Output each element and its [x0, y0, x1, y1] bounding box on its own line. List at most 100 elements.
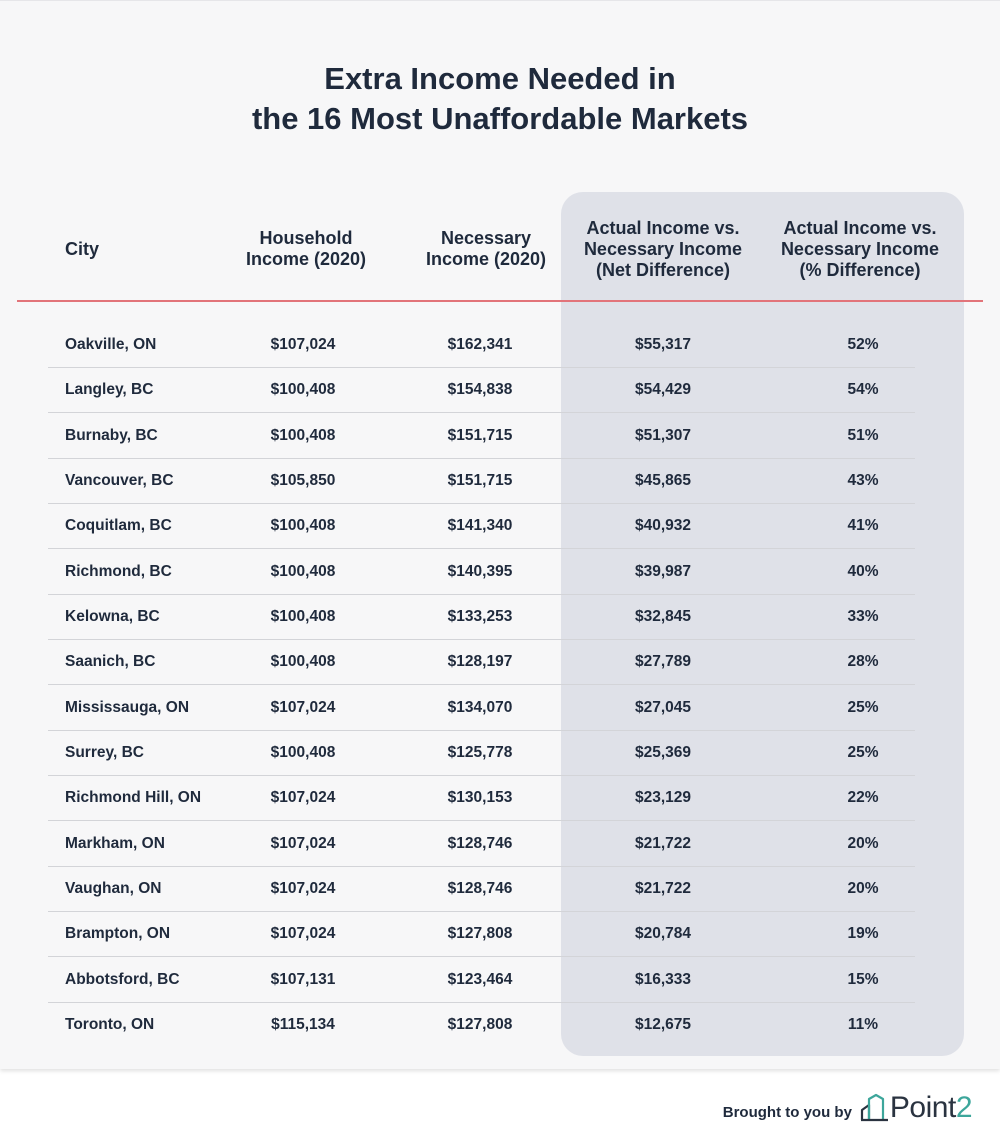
percent-difference-cell: 54%: [847, 381, 879, 399]
table-row: Kelowna, BC $100,408 $133,253 $32,845 33%: [48, 594, 915, 640]
necessary-income-cell: $125,778: [447, 743, 513, 761]
necessary-income-cell: $151,715: [447, 471, 513, 489]
necessary-income-cell: $133,253: [447, 607, 513, 625]
household-income-cell: $100,408: [270, 653, 336, 671]
necessary-income-cell: $140,395: [447, 562, 513, 580]
percent-difference-cell: 40%: [847, 562, 879, 580]
net-difference-cell: $39,987: [634, 562, 692, 580]
header-line: Necessary Income: [780, 238, 940, 259]
household-income-cell: $100,408: [270, 517, 336, 535]
household-income-cell: $100,408: [270, 381, 336, 399]
percent-difference-cell: 22%: [847, 789, 879, 807]
header-line: Household: [259, 228, 353, 248]
table-row: Richmond, BC $100,408 $140,395 $39,987 40%: [48, 549, 915, 595]
header-divider: [17, 300, 983, 302]
necessary-income-cell: $154,838: [447, 381, 513, 399]
brought-to-you-label: Brought to you by: [722, 1103, 852, 1121]
household-income-cell: $105,850: [270, 471, 336, 489]
net-difference-cell: $32,845: [634, 607, 692, 625]
header-line: Income (2020): [245, 249, 367, 269]
necessary-income-cell: $127,808: [447, 925, 513, 943]
header-household-income: Household Income (2020): [206, 228, 406, 270]
city-cell: Brampton, ON: [65, 925, 171, 943]
chart-title-line-1: Extra Income Needed in: [324, 61, 676, 96]
city-cell: Langley, BC: [65, 381, 154, 399]
header-percent-difference: Actual Income vs. Necessary Income (% Diff…: [760, 218, 960, 281]
net-difference-cell: $55,317: [634, 336, 692, 353]
percent-difference-cell: 28%: [847, 653, 879, 671]
table-row: Oakville, ON $107,024 $162,341 $55,317 52%: [48, 322, 915, 368]
percent-difference-cell: 20%: [847, 879, 879, 897]
header-city: City: [65, 239, 99, 260]
percent-difference-cell: 15%: [847, 970, 879, 988]
percent-difference-cell: 11%: [847, 1015, 879, 1033]
net-difference-cell: $25,369: [634, 743, 692, 761]
necessary-income-cell: $141,340: [447, 517, 513, 535]
header-net-difference: Actual Income vs. Necessary Income (Net Di…: [563, 218, 763, 281]
household-income-cell: $107,024: [270, 879, 336, 897]
city-cell: Mississauga, ON: [65, 698, 190, 716]
net-difference-cell: $20,784: [634, 925, 692, 943]
table-row: Saanich, BC $100,408 $128,197 $27,789 28%: [48, 639, 915, 686]
header-necessary-income: Necessary Income (2020): [386, 228, 586, 270]
table-row: Burnaby, BC $100,408 $151,715 $51,307 51%: [48, 413, 915, 459]
infographic-card: Extra Income Needed in the 16 Most Unaff…: [0, 0, 1000, 1056]
household-income-cell: $107,024: [270, 698, 336, 716]
necessary-income-cell: $134,070: [447, 698, 513, 716]
header-line: City: [65, 238, 100, 259]
chart-title: Extra Income Needed in the 16 Most Unaff…: [0, 59, 1000, 139]
city-cell: Coquitlam, BC: [65, 517, 172, 535]
percent-difference-cell: 25%: [847, 743, 879, 761]
city-cell: Vancouver, BC: [65, 471, 174, 489]
table-row: Richmond Hill, ON $107,024 $130,153 $23,129…: [48, 775, 915, 822]
highlight-columns-panel: [561, 192, 964, 1056]
table-row: Langley, BC $100,408 $154,838 $54,429 54%: [48, 367, 915, 414]
net-difference-cell: $45,865: [634, 471, 692, 489]
net-difference-cell: $12,675: [634, 1015, 692, 1033]
city-cell: Vaughan, ON: [65, 879, 162, 897]
necessary-income-cell: $128,197: [447, 653, 513, 671]
logo-word: Point: [889, 1091, 956, 1124]
household-income-cell: $115,134: [271, 1015, 335, 1033]
household-income-cell: $107,024: [270, 789, 336, 807]
city-cell: Burnaby, BC: [65, 426, 158, 444]
net-difference-cell: $21,722: [634, 879, 692, 897]
table-row: Surrey, BC $100,408 $125,778 $25,369 25%: [48, 730, 915, 776]
household-income-cell: $107,024: [270, 336, 336, 353]
household-income-cell: $100,408: [270, 426, 336, 444]
necessary-income-cell: $162,341: [447, 336, 513, 353]
header-line: Necessary Income: [583, 238, 743, 259]
table-row: Coquitlam, BC $100,408 $141,340 $40,932 41%: [48, 503, 915, 550]
household-income-cell: $100,408: [270, 743, 336, 761]
net-difference-cell: $16,333: [634, 970, 692, 988]
household-income-cell: $107,131: [270, 970, 336, 988]
header-line: Actual Income vs.: [586, 217, 740, 238]
header-line: Income (2020): [425, 249, 547, 269]
logo-wordmark: Point2: [889, 1091, 973, 1125]
house-outline-icon: [860, 1093, 888, 1122]
percent-difference-cell: 41%: [847, 517, 879, 535]
table-row: Vaughan, ON $107,024 $128,746 $21,722 20%: [48, 866, 915, 912]
table-row: Toronto, ON $115,134 $127,808 $12,675 11%: [48, 1002, 915, 1047]
point2-logo: Point2: [860, 1091, 973, 1125]
net-difference-cell: $23,129: [634, 789, 692, 807]
net-difference-cell: $21,722: [634, 834, 692, 852]
city-cell: Kelowna, BC: [65, 607, 160, 625]
necessary-income-cell: $123,464: [447, 970, 513, 988]
city-cell: Richmond, BC: [65, 562, 172, 580]
necessary-income-cell: $128,746: [447, 834, 513, 852]
city-cell: Oakville, ON: [65, 336, 157, 353]
footer-branding: Brought to you by Point2: [722, 1091, 973, 1125]
necessary-income-cell: $130,153: [447, 789, 513, 807]
percent-difference-cell: 25%: [847, 698, 879, 716]
net-difference-cell: $54,429: [634, 381, 692, 399]
percent-difference-cell: 52%: [847, 336, 879, 353]
net-difference-cell: $40,932: [634, 517, 692, 535]
table-row: Abbotsford, BC $107,131 $123,464 $16,333 15%: [48, 957, 915, 1003]
necessary-income-cell: $128,746: [447, 879, 513, 897]
household-income-cell: $107,024: [270, 834, 336, 852]
household-income-cell: $100,408: [270, 562, 336, 580]
city-cell: Surrey, BC: [65, 743, 144, 761]
city-cell: Richmond Hill, ON: [65, 789, 202, 807]
net-difference-cell: $27,045: [634, 698, 692, 716]
